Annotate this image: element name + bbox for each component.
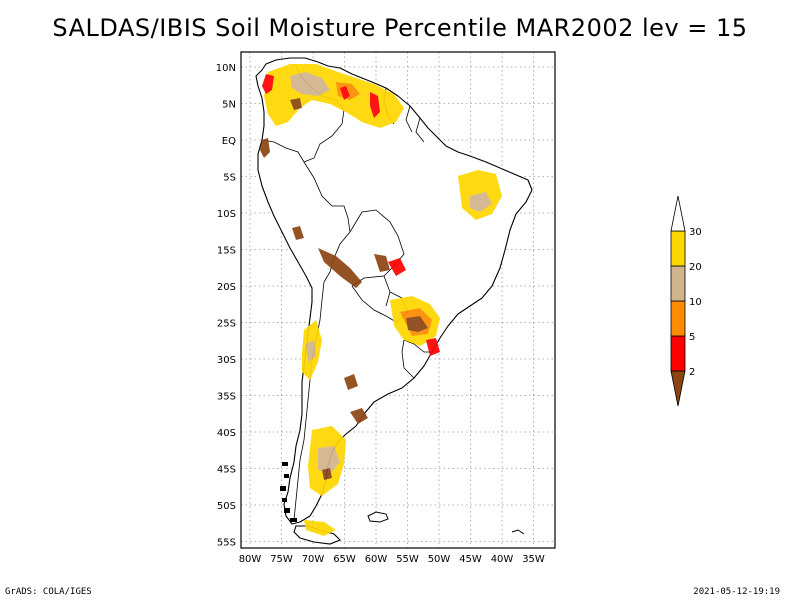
shade-brown-mato-grosso <box>374 254 390 272</box>
border-ecuador-peru <box>261 139 305 163</box>
shade-brown-colombia <box>290 98 302 110</box>
legend-bin-lowest <box>670 370 686 407</box>
lon-tick-label: 50W <box>428 554 451 565</box>
legend-label: 30 <box>689 227 702 238</box>
lat-tick-label: 20S <box>217 282 236 293</box>
shade-red-colombia-coast <box>262 74 274 94</box>
chile-fjords <box>280 462 297 522</box>
shade-red-mato-grosso <box>388 258 406 276</box>
lon-tick-label: 70W <box>302 554 325 565</box>
lat-tick-label: 50S <box>217 501 236 512</box>
border-guianas <box>405 105 425 143</box>
lon-tick-label: 65W <box>333 554 356 565</box>
shade-brown-ecuador <box>260 138 270 158</box>
legend-label: 20 <box>689 262 702 273</box>
legend-bin <box>670 265 686 302</box>
legend-bin-highest <box>670 195 686 232</box>
legend-label: 2 <box>689 367 695 378</box>
south-georgia <box>511 529 525 535</box>
south-america-coastline <box>255 57 533 525</box>
lat-tick-label: 5S <box>223 173 236 184</box>
shade-brown-patagonia <box>322 468 332 480</box>
lat-tick-label: 55S <box>217 538 236 549</box>
lat-tick-label: 10S <box>217 209 236 220</box>
lon-tick-label: 75W <box>270 554 293 565</box>
lat-tick-label: 5N <box>222 100 236 111</box>
lat-tick-label: 15S <box>217 246 236 257</box>
shade-gold-tierra-del-fuego <box>304 520 336 536</box>
percentile-shading <box>260 64 502 536</box>
map-title: SALDAS/IBIS Soil Moisture Percentile MAR… <box>52 14 748 42</box>
legend-label: 10 <box>689 297 702 308</box>
border-peru-brazil <box>303 161 351 233</box>
shade-red-rio-grande <box>426 338 440 356</box>
lon-tick-label: 45W <box>459 554 482 565</box>
lon-tick-label: 35W <box>522 554 545 565</box>
shade-brown-argentina <box>344 374 358 390</box>
shade-tan-patagonia <box>318 446 340 474</box>
footer-timestamp: 2021-05-12-19:19 <box>693 587 780 597</box>
falkland-islands <box>367 511 389 523</box>
shade-tan-north <box>290 72 330 96</box>
legend-bin <box>670 335 686 372</box>
legend-bin <box>670 300 686 337</box>
shade-brown-peru <box>292 226 304 240</box>
shade-brown-parana <box>406 316 428 332</box>
footer-credit: GrADS: COLA/IGES <box>5 587 92 597</box>
shade-tan-chile <box>306 340 316 362</box>
lon-tick-label: 80W <box>239 554 262 565</box>
latitude-labels: 10N 5N EQ 5S 10S 15S 20S 25S 30S 35S 40S 45S 50S 55S <box>216 63 236 549</box>
lat-tick-label: 30S <box>217 355 236 366</box>
lat-tick-label: 25S <box>217 319 236 330</box>
shade-tan-ne-brazil <box>470 192 492 212</box>
legend-label: 5 <box>689 332 695 343</box>
percentile-legend: 2 5 10 20 30 <box>670 195 702 407</box>
shade-red-orinoco <box>340 86 350 100</box>
shade-brown-pampas <box>350 408 368 424</box>
border-brazil-uruguay <box>403 339 432 353</box>
lon-tick-label: 40W <box>491 554 514 565</box>
lon-tick-label: 60W <box>365 554 388 565</box>
lat-tick-label: 40S <box>217 428 236 439</box>
lat-tick-label: 10N <box>216 63 236 74</box>
border-colombia-brazil <box>303 123 343 163</box>
lat-tick-label: EQ <box>222 136 236 147</box>
shade-red-venezuela <box>370 92 380 118</box>
longitude-labels: 80W 75W 70W 65W 60W 55W 50W 45W 40W 35W <box>239 554 545 565</box>
lat-tick-label: 35S <box>217 392 236 403</box>
shade-brown-bolivia <box>318 248 362 288</box>
border-argentina-uruguay <box>401 339 415 379</box>
lat-tick-label: 45S <box>217 465 236 476</box>
border-chile-bolivia-argentina <box>293 281 325 521</box>
lon-tick-label: 55W <box>396 554 419 565</box>
plot-frame <box>240 51 556 549</box>
legend-bin <box>670 230 686 267</box>
